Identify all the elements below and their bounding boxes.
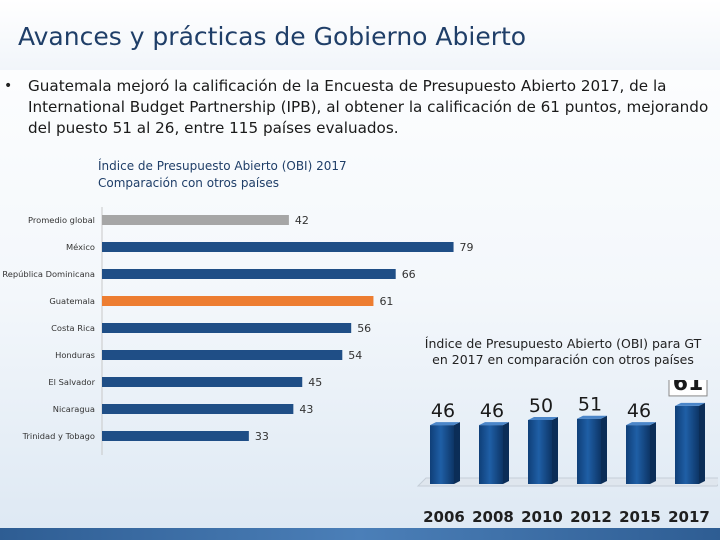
history-year-label: 2006 (423, 508, 465, 526)
history-chart-title: Índice de Presupuesto Abierto (OBI) para… (424, 336, 702, 367)
ranking-category-label: Costa Rica (51, 323, 95, 333)
bullet-icon: • (4, 78, 13, 94)
history-value-label: 46 (431, 400, 455, 422)
ranking-value-label: 43 (299, 403, 313, 416)
history-year-label: 2017 (668, 508, 710, 526)
history-year-label: 2012 (570, 508, 612, 526)
history-year-label: 2010 (521, 508, 563, 526)
history-column-side (503, 422, 509, 484)
ranking-bar (102, 404, 294, 414)
history-column-side (601, 415, 607, 484)
history-column (479, 425, 503, 484)
history-column-side (650, 422, 656, 484)
ranking-category-label: El Salvador (48, 377, 95, 387)
ranking-bar (102, 242, 454, 252)
ranking-bar (102, 377, 303, 387)
ranking-category-label: México (66, 242, 95, 252)
history-column (675, 405, 699, 484)
ranking-bar (102, 215, 289, 225)
ranking-bar (102, 350, 343, 360)
history-year-label: 2015 (619, 508, 661, 526)
history-value-label: 46 (480, 400, 504, 422)
ranking-category-label: Trinidad y Tobago (22, 431, 95, 441)
ranking-chart-title-line-1: Índice de Presupuesto Abierto (OBI) 2017 (98, 159, 347, 173)
ranking-value-label: 54 (348, 349, 362, 362)
ranking-category-label: Guatemala (49, 296, 95, 306)
ranking-category-label: Promedio global (28, 215, 95, 225)
history-column-top (675, 402, 705, 406)
title-band (0, 0, 720, 70)
history-value-label: 61 (673, 380, 704, 396)
history-year-label: 2008 (472, 508, 514, 526)
ranking-category-label: Honduras (55, 350, 95, 360)
ranking-bar (102, 296, 374, 306)
ranking-bar (102, 269, 396, 279)
bottom-strip (0, 528, 720, 540)
history-column-top (528, 417, 558, 420)
ranking-chart-title-line-2: Comparación con otros países (98, 176, 280, 190)
history-column-top (626, 422, 656, 426)
ranking-value-label: 33 (255, 430, 269, 443)
history-value-label: 51 (578, 394, 602, 416)
ranking-value-label: 56 (357, 322, 371, 335)
ranking-value-label: 79 (460, 241, 474, 254)
history-column-top (577, 415, 607, 419)
history-value-label: 50 (529, 395, 553, 417)
ranking-bar (102, 431, 249, 441)
history-column (430, 425, 454, 484)
history-column-top (479, 422, 509, 426)
history-column-side (552, 417, 558, 484)
ranking-bar (102, 323, 352, 333)
history-value-label: 46 (627, 400, 651, 422)
ranking-bar-chart: Promedio global 42 México 79 República Domin… (2, 207, 474, 455)
history-highlight-box (668, 380, 708, 397)
ranking-value-label: 42 (295, 214, 309, 227)
ranking-value-label: 66 (402, 268, 416, 281)
ranking-category-label: Nicaragua (53, 404, 95, 414)
history-column-side (699, 402, 705, 484)
history-floor (416, 477, 718, 487)
history-column (626, 425, 650, 484)
slide-title: Avances y prácticas de Gobierno Abierto (18, 22, 527, 51)
history-column-top (430, 422, 460, 426)
ranking-chart-title: Índice de Presupuesto Abierto (OBI) 2017… (98, 158, 347, 192)
ranking-value-label: 61 (379, 295, 393, 308)
history-column (528, 420, 552, 484)
ranking-category-label: República Dominicana (2, 269, 95, 279)
ranking-value-label: 45 (308, 376, 322, 389)
history-column (577, 418, 601, 484)
intro-paragraph: Guatemala mejoró la calificación de la E… (28, 77, 709, 137)
history-column-side (454, 422, 460, 484)
history-column-chart: 46 2006 46 2008 50 2010 51 2012 46 2015 61 2017 (416, 380, 718, 526)
